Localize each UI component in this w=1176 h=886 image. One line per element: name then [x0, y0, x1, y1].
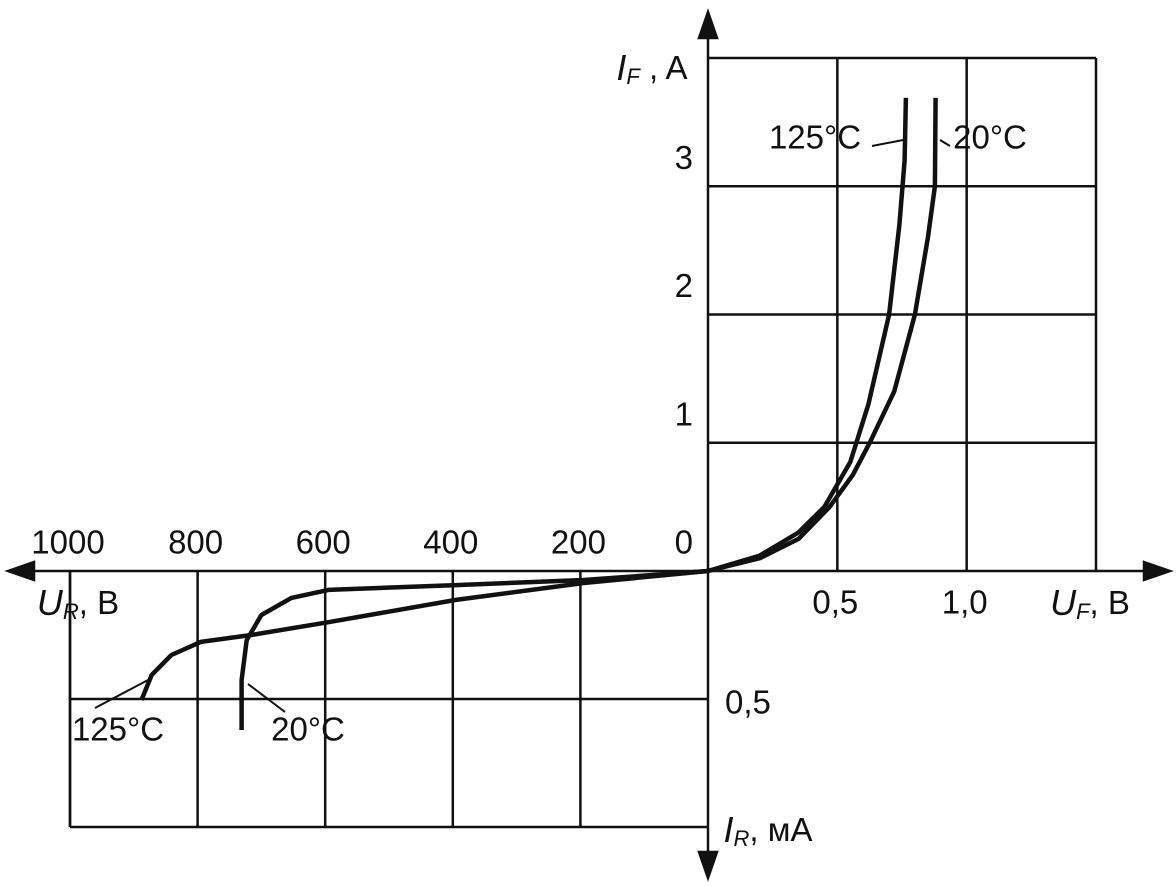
- y-tick-label: 2: [675, 267, 693, 304]
- x-tick-label: 1,0: [942, 584, 988, 621]
- curve: [239, 568, 709, 730]
- label-unit: , A: [640, 49, 688, 86]
- arrow: [697, 850, 719, 882]
- arrow: [1142, 560, 1174, 582]
- label-subscript: R: [63, 599, 79, 624]
- y-tick-label: 3: [675, 139, 693, 176]
- leader-line: [939, 139, 951, 147]
- curve: [707, 97, 938, 574]
- y-axis-label: IR, мА: [724, 809, 813, 851]
- x-tick-label: 400: [423, 524, 478, 561]
- x-tick-label: 800: [168, 524, 223, 561]
- series-label: 20°C: [271, 711, 345, 748]
- leaders: [94, 139, 951, 713]
- leader-line: [871, 139, 904, 147]
- series-label: 20°C: [953, 119, 1027, 156]
- y-tick-label: 1: [675, 395, 693, 432]
- x-tick-label: 200: [551, 524, 606, 561]
- label-unit: , мА: [749, 811, 812, 848]
- label-symbol: U: [1050, 582, 1077, 623]
- leader-line: [94, 679, 149, 709]
- curve: [139, 568, 709, 701]
- series-label: 125°C: [72, 711, 164, 748]
- label-subscript: R: [734, 826, 750, 851]
- y-axis-label: IF , A: [616, 47, 687, 89]
- y-tick-label: 0: [675, 524, 693, 561]
- label-unit: , B: [79, 584, 119, 621]
- label-symbol: U: [37, 582, 64, 623]
- y-tick-label: 0,5: [725, 684, 771, 721]
- x-axis-label: UF, B: [1050, 582, 1130, 624]
- x-axis-label: UR, B: [37, 582, 119, 624]
- axes: [4, 8, 1174, 882]
- label-symbol: I: [724, 809, 734, 850]
- x-tick-label: 600: [296, 524, 351, 561]
- label-unit: , B: [1090, 584, 1130, 621]
- curve: [707, 97, 909, 574]
- label-subscript: F: [1076, 599, 1091, 624]
- x-tick-label: 1000: [31, 524, 104, 561]
- x-tick-label: 0,5: [812, 584, 858, 621]
- series-label: 125°C: [769, 119, 861, 156]
- arrow: [697, 8, 719, 40]
- arrow: [4, 560, 36, 582]
- label-subscript: F: [626, 64, 641, 89]
- label-symbol: I: [616, 47, 626, 88]
